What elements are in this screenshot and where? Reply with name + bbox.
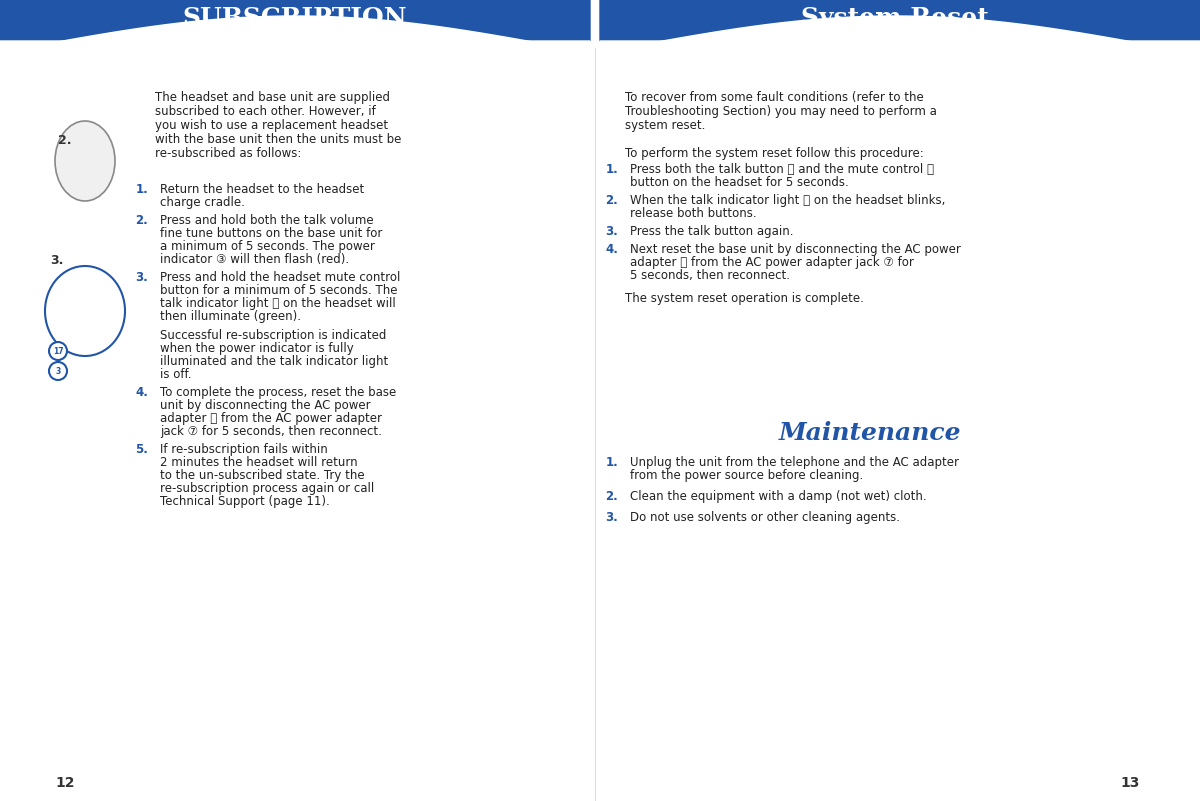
Bar	[1145, 81, 1200, 801]
Text: Return the headset to the headset: Return the headset to the headset	[160, 183, 365, 196]
Text: Press and hold both the talk volume: Press and hold both the talk volume	[160, 214, 373, 227]
Text: when the power indicator is fully: when the power indicator is fully	[160, 342, 354, 355]
Text: 12: 12	[55, 776, 74, 790]
Text: 1.: 1.	[605, 456, 618, 469]
Text: system reset.: system reset.	[625, 119, 706, 132]
Text: subscribed to each other. However, if: subscribed to each other. However, if	[155, 105, 376, 118]
Bar	[0, 0, 590, 36]
Text: 17: 17	[53, 347, 64, 356]
Polygon shape	[600, 16, 1200, 801]
Text: Next reset the base unit by disconnecting the AC power: Next reset the base unit by disconnectin…	[630, 243, 961, 256]
Text: 2.: 2.	[136, 214, 148, 227]
Text: 3: 3	[55, 367, 61, 376]
Text: 5.: 5.	[136, 443, 148, 456]
Text: 3.: 3.	[605, 225, 618, 238]
Text: SUBSCRIPTION: SUBSCRIPTION	[182, 6, 407, 30]
Text: 13: 13	[1121, 776, 1140, 790]
Text: 4.: 4.	[605, 243, 618, 256]
Text: If re-subscription fails within: If re-subscription fails within	[160, 443, 328, 456]
Text: 1.: 1.	[605, 163, 618, 176]
Text: 3.: 3.	[50, 255, 64, 268]
Text: Do not use solvents or other cleaning agents.: Do not use solvents or other cleaning ag…	[630, 511, 900, 524]
Text: 3.: 3.	[605, 511, 618, 524]
Polygon shape	[0, 0, 590, 43]
Text: button on the headset for 5 seconds.: button on the headset for 5 seconds.	[630, 176, 848, 189]
Text: To perform the system reset follow this procedure:: To perform the system reset follow this …	[625, 147, 924, 160]
Text: 1.: 1.	[136, 183, 148, 196]
Text: jack ⑦ for 5 seconds, then reconnect.: jack ⑦ for 5 seconds, then reconnect.	[160, 425, 382, 438]
Text: Technical Support (page 11).: Technical Support (page 11).	[160, 495, 330, 508]
Polygon shape	[600, 0, 1200, 41]
Text: 4.: 4.	[136, 386, 148, 399]
Text: talk indicator light ⑮ on the headset will: talk indicator light ⑮ on the headset wi…	[160, 297, 396, 310]
Text: from the power source before cleaning.: from the power source before cleaning.	[630, 469, 863, 482]
Text: unit by disconnecting the AC power: unit by disconnecting the AC power	[160, 399, 371, 412]
Text: adapter ⑫ from the AC power adapter jack ⑦ for: adapter ⑫ from the AC power adapter jack…	[630, 256, 914, 269]
Text: When the talk indicator light ⑮ on the headset blinks,: When the talk indicator light ⑮ on the h…	[630, 194, 946, 207]
Text: then illuminate (green).: then illuminate (green).	[160, 310, 301, 323]
Text: Unplug the unit from the telephone and the AC adapter: Unplug the unit from the telephone and t…	[630, 456, 959, 469]
Text: re-subscription process again or call: re-subscription process again or call	[160, 482, 374, 495]
Text: Press both the talk button ⑭ and the mute control ⑮: Press both the talk button ⑭ and the mut…	[630, 163, 934, 176]
Text: SUBSCRIPTION: SUBSCRIPTION	[20, 400, 30, 481]
Text: To complete the process, reset the base: To complete the process, reset the base	[160, 386, 396, 399]
Bar	[0, 81, 50, 801]
Text: Successful re-subscription is indicated: Successful re-subscription is indicated	[160, 329, 386, 342]
Text: SYSTEM RESET/MAINTENANCE: SYSTEM RESET/MAINTENANCE	[1166, 358, 1177, 524]
Text: 2.: 2.	[58, 135, 72, 147]
Text: Press the talk button again.: Press the talk button again.	[630, 225, 793, 238]
Text: indicator ③ will then flash (red).: indicator ③ will then flash (red).	[160, 253, 349, 266]
Circle shape	[49, 342, 67, 360]
Text: 2.: 2.	[605, 490, 618, 503]
Text: a minimum of 5 seconds. The power: a minimum of 5 seconds. The power	[160, 240, 374, 253]
Text: button for a minimum of 5 seconds. The: button for a minimum of 5 seconds. The	[160, 284, 397, 297]
Circle shape	[49, 362, 67, 380]
Text: with the base unit then the units must be: with the base unit then the units must b…	[155, 133, 401, 146]
Polygon shape	[600, 0, 1200, 43]
Text: System Reset: System Reset	[802, 6, 989, 30]
Text: fine tune buttons on the base unit for: fine tune buttons on the base unit for	[160, 227, 383, 240]
Text: illuminated and the talk indicator light: illuminated and the talk indicator light	[160, 355, 389, 368]
Text: re-subscribed as follows:: re-subscribed as follows:	[155, 147, 301, 160]
FancyBboxPatch shape	[0, 0, 590, 41]
FancyBboxPatch shape	[600, 0, 1200, 41]
Text: 3.: 3.	[136, 271, 148, 284]
Text: is off.: is off.	[160, 368, 192, 381]
Text: 2.: 2.	[605, 194, 618, 207]
Text: To recover from some fault conditions (refer to the: To recover from some fault conditions (r…	[625, 91, 924, 104]
Text: The headset and base unit are supplied: The headset and base unit are supplied	[155, 91, 390, 104]
Text: release both buttons.: release both buttons.	[630, 207, 757, 220]
Bar	[600, 0, 1200, 36]
Text: Maintenance: Maintenance	[779, 421, 961, 445]
Text: adapter ⑫ from the AC power adapter: adapter ⑫ from the AC power adapter	[160, 412, 382, 425]
Text: Press and hold the headset mute control: Press and hold the headset mute control	[160, 271, 401, 284]
Text: to the un-subscribed state. Try the: to the un-subscribed state. Try the	[160, 469, 365, 482]
Text: 2 minutes the headset will return: 2 minutes the headset will return	[160, 456, 358, 469]
Text: you wish to use a replacement headset: you wish to use a replacement headset	[155, 119, 388, 132]
Text: charge cradle.: charge cradle.	[160, 196, 245, 209]
Ellipse shape	[55, 121, 115, 201]
Text: Clean the equipment with a damp (not wet) cloth.: Clean the equipment with a damp (not wet…	[630, 490, 926, 503]
Text: Troubleshooting Section) you may need to perform a: Troubleshooting Section) you may need to…	[625, 105, 937, 118]
Text: The system reset operation is complete.: The system reset operation is complete.	[625, 292, 864, 305]
Polygon shape	[0, 0, 590, 41]
Text: 5 seconds, then reconnect.: 5 seconds, then reconnect.	[630, 269, 790, 282]
Polygon shape	[0, 16, 590, 801]
